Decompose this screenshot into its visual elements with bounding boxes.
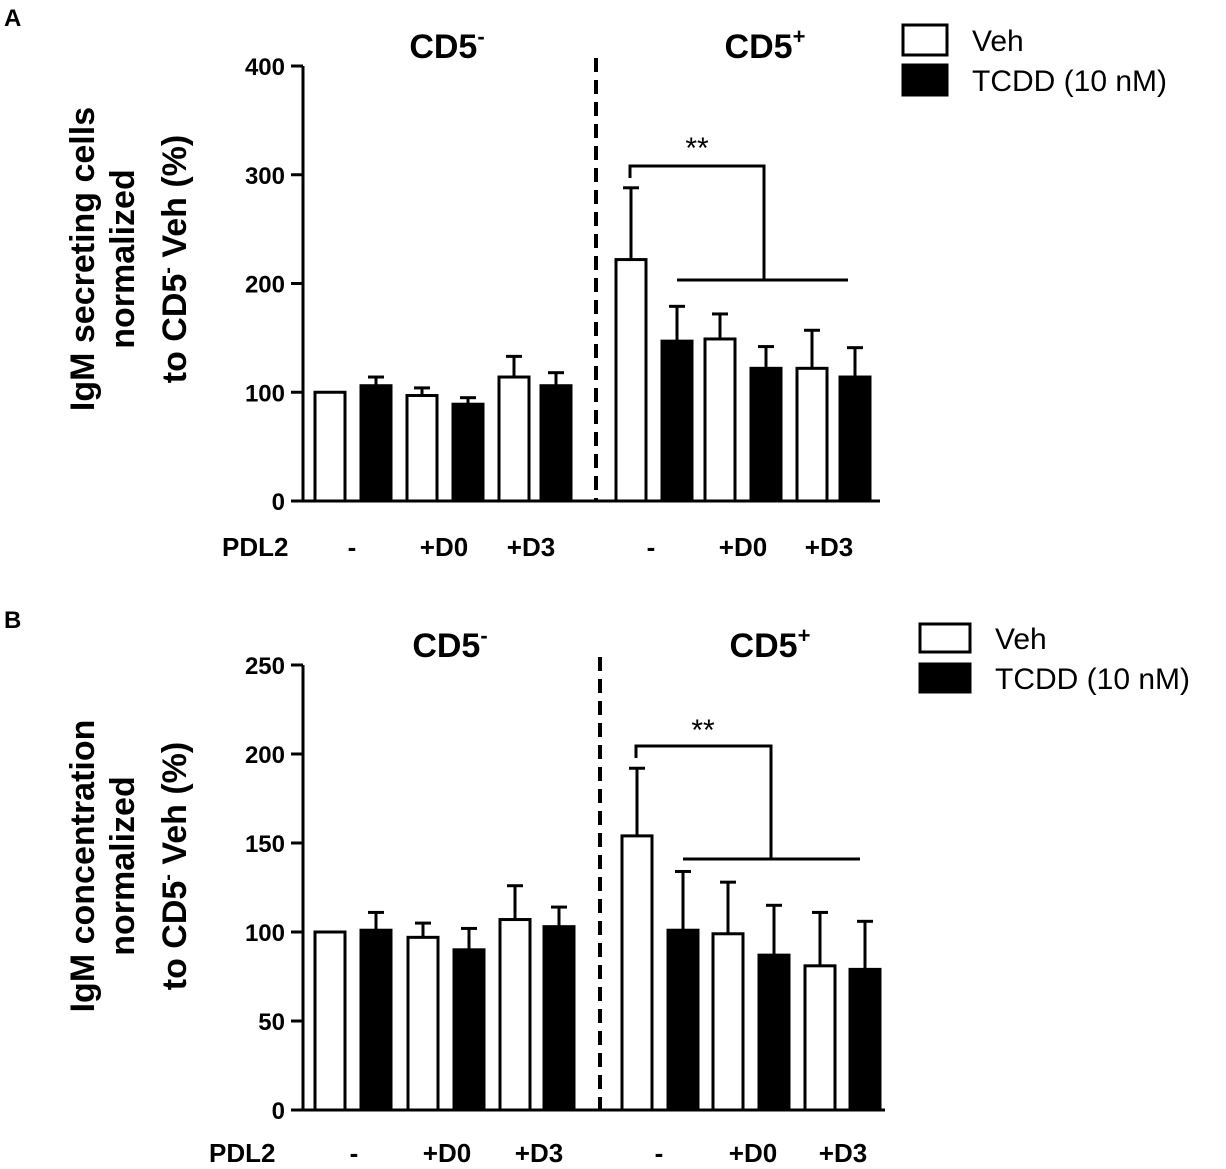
group-label-right-text: CD5 [730, 627, 798, 665]
y-axis-label-line3-sup: - [157, 267, 179, 274]
group-label-left-text: CD5 [409, 28, 477, 66]
y-axis-label-line3: to CD5- Veh (%) [156, 742, 194, 990]
y-tick-label: 50 [258, 1009, 285, 1036]
legend-label-tcdd: TCDD (10 nM) [995, 663, 1190, 696]
bar-veh [313, 390, 347, 503]
y-tick-label: 400 [245, 54, 285, 81]
bar-veh [620, 834, 654, 1112]
bar-veh [497, 375, 531, 503]
bar-tcdd [452, 948, 486, 1112]
y-tick-label: 250 [245, 653, 285, 680]
bar-tcdd [660, 339, 694, 503]
bar-tcdd [848, 967, 882, 1112]
y-tick-label: 200 [245, 272, 285, 299]
y-axis-label-line1: IgM secreting cells [64, 107, 102, 411]
bar-veh [406, 935, 440, 1112]
y-tick-label: 100 [245, 920, 285, 947]
group-label-right-sup: + [798, 623, 811, 648]
group-label-left-sup: - [480, 623, 487, 648]
bar-tcdd [542, 925, 576, 1112]
x-tick-label: +D0 [420, 532, 468, 562]
legend-swatch-tcdd [901, 63, 949, 97]
legend-label-tcdd: TCDD (10 nM) [972, 65, 1167, 98]
significance-bracket [634, 744, 773, 859]
bar-tcdd [451, 402, 485, 503]
x-tick-label: +D0 [719, 532, 767, 562]
bar-tcdd [838, 375, 872, 503]
group-label-left: CD5- [409, 24, 484, 66]
y-axis-label-line2: normalized [104, 776, 142, 955]
bar-veh [711, 932, 745, 1112]
bar-tcdd [359, 928, 393, 1112]
x-tick-label: - [655, 1138, 664, 1168]
legend-label-veh: Veh [972, 25, 1024, 58]
y-axis-label-line2: normalized [104, 169, 142, 348]
bar-veh [803, 964, 837, 1112]
panel-letter: A [4, 5, 21, 32]
y-tick-label: 0 [272, 1098, 285, 1125]
bar-veh [405, 394, 439, 503]
y-tick-label: 300 [245, 163, 285, 190]
significance-bracket [628, 164, 766, 280]
group-label-right-text: CD5 [725, 28, 793, 66]
y-axis-label-line3-post: Veh (%) [156, 742, 194, 874]
x-tick-label: +D3 [507, 532, 555, 562]
y-axis-label-line3-post: Veh (%) [156, 135, 194, 267]
bar-tcdd [749, 366, 783, 503]
legend-label-veh: Veh [995, 623, 1047, 656]
group-label-right-sup: + [793, 24, 806, 49]
bar-tcdd [666, 928, 700, 1112]
legend-swatch-tcdd [918, 662, 972, 694]
y-tick-label: 200 [245, 742, 285, 769]
group-label-right: CD5+ [730, 623, 811, 665]
bar-veh [498, 918, 532, 1112]
legend-swatch-veh [901, 23, 949, 57]
x-tick-label: - [348, 532, 357, 562]
bar-veh [703, 337, 737, 503]
significance-stars: ** [685, 132, 709, 165]
x-tick-label: +D3 [805, 532, 853, 562]
x-tick-label: +D0 [729, 1138, 777, 1168]
x-row-label: PDL2 [209, 1138, 275, 1168]
x-tick-label: +D0 [423, 1138, 471, 1168]
bar-tcdd [757, 953, 791, 1112]
legend-swatch-veh [918, 622, 972, 654]
y-axis-label-line3-pre: to CD5 [156, 881, 194, 991]
x-tick-label: - [647, 532, 656, 562]
group-label-left-text: CD5 [412, 627, 480, 665]
x-row-label: PDL2 [222, 532, 288, 562]
y-axis-label-line3-pre: to CD5 [156, 274, 194, 384]
significance-stars: ** [691, 714, 715, 747]
group-label-right: CD5+ [725, 24, 806, 66]
bar-veh [795, 366, 829, 503]
y-axis-label-line3: to CD5- Veh (%) [156, 135, 194, 383]
group-label-left: CD5- [412, 623, 487, 665]
y-tick-label: 150 [245, 831, 285, 858]
y-axis-label-line3-sup: - [157, 874, 179, 881]
x-tick-label: +D3 [819, 1138, 867, 1168]
y-tick-label: 100 [245, 380, 285, 407]
bar-veh [313, 930, 347, 1112]
x-tick-label: +D3 [515, 1138, 563, 1168]
bar-tcdd [539, 384, 573, 503]
y-axis-label-line1: IgM concentration [64, 720, 102, 1013]
group-label-left-sup: - [477, 24, 484, 49]
x-tick-label: - [350, 1138, 359, 1168]
panel-letter: B [4, 607, 21, 634]
bar-tcdd [359, 384, 393, 503]
y-tick-label: 0 [272, 489, 285, 516]
bar-veh [614, 258, 648, 503]
